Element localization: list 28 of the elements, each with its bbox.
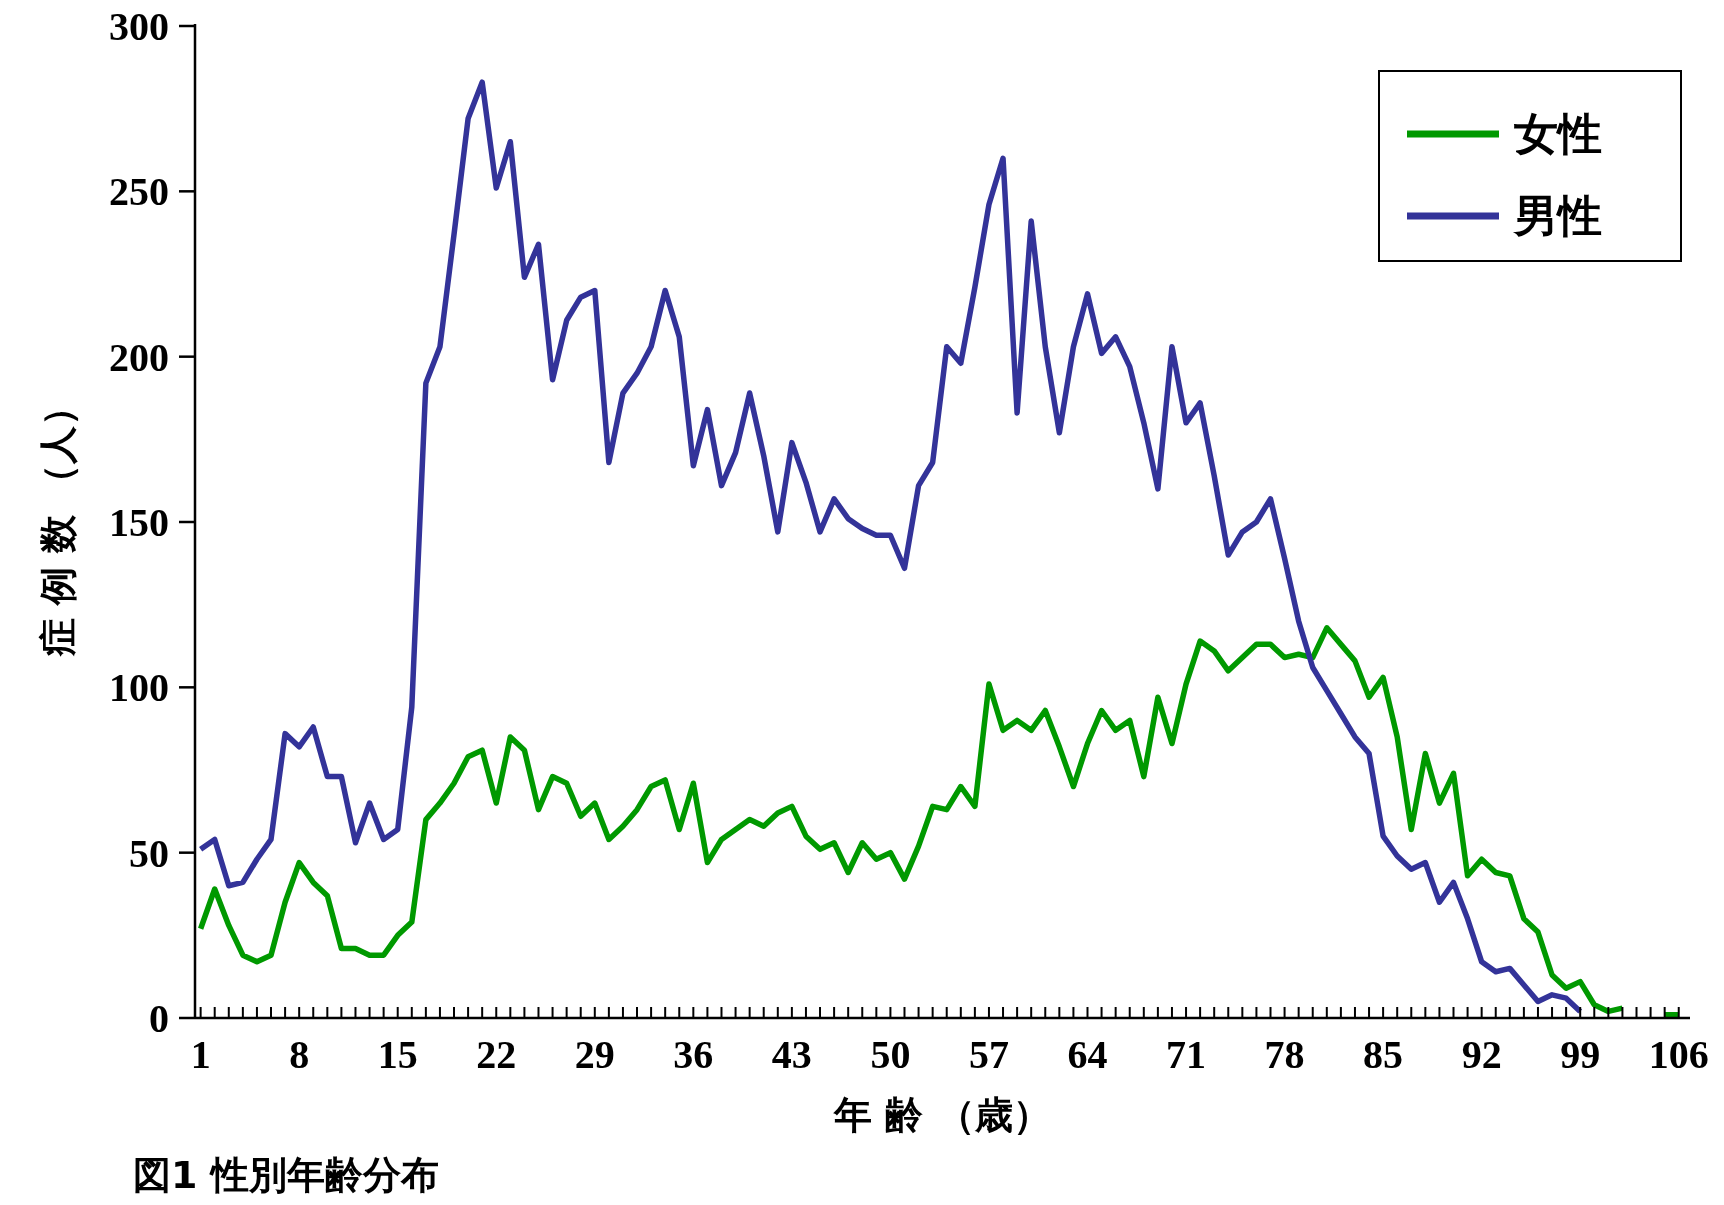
x-tick-label: 15 [377, 1032, 418, 1077]
x-tick-label: 29 [574, 1032, 615, 1077]
x-tick-label: 71 [1166, 1032, 1207, 1077]
x-axis-title: 年 齢 （歳） [833, 1093, 1051, 1137]
x-tick-label: 99 [1560, 1032, 1601, 1077]
y-tick-label: 300 [109, 4, 169, 49]
x-tick-label: 85 [1363, 1032, 1404, 1077]
legend-label: 女性 [1514, 108, 1602, 160]
x-tick-label: 8 [289, 1032, 310, 1077]
x-tick-label: 78 [1264, 1032, 1305, 1077]
x-tick-label: 57 [968, 1032, 1009, 1077]
y-tick-label: 200 [109, 334, 169, 380]
x-tick-label: 36 [673, 1032, 714, 1077]
y-axis-title: 症 例 数 （人） [36, 388, 81, 657]
x-tick-label: 92 [1461, 1032, 1502, 1077]
x-tick-label: 43 [771, 1032, 812, 1077]
x-tick-label: 1 [190, 1032, 211, 1077]
x-tick-label: 106 [1648, 1032, 1709, 1077]
y-tick-label: 150 [109, 500, 169, 545]
legend-label: 男性 [1512, 190, 1602, 242]
x-tick-label: 22 [476, 1032, 517, 1077]
y-tick-label: 100 [109, 665, 169, 711]
y-tick-label: 50 [129, 830, 169, 876]
y-tick-label: 0 [149, 996, 169, 1041]
y-tick-label: 250 [109, 169, 169, 215]
x-tick-label: 64 [1067, 1032, 1108, 1077]
x-tick-label: 50 [870, 1032, 911, 1077]
text: 図1 性別年齢分布 [133, 1153, 439, 1197]
